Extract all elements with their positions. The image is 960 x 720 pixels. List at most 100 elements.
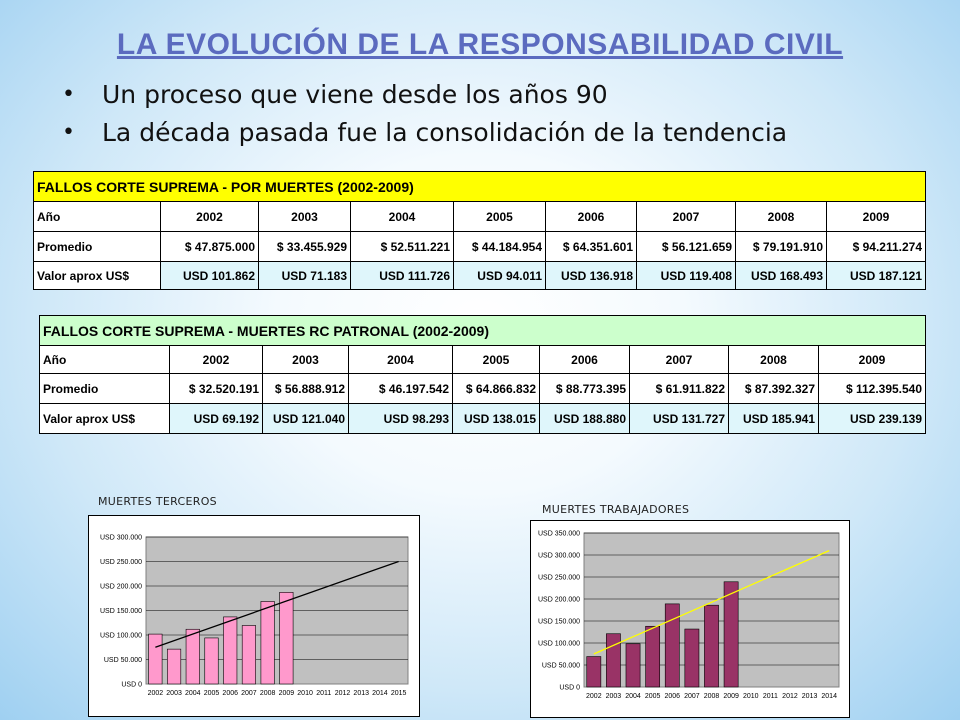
row-usd: Valor aprox US$ USD 69.192 USD 121.040 USD …	[39, 403, 927, 434]
x-tick-label: 2003	[166, 690, 182, 697]
table-cell: USD 187.121	[825, 261, 927, 290]
table-cell: 2005	[452, 345, 540, 374]
bar	[684, 628, 700, 688]
row-year: Año 2002 2003 2004 2005 2006 2007 2008 2009	[33, 201, 927, 232]
x-tick-label: 2005	[645, 693, 661, 700]
row-label: Año	[39, 345, 170, 374]
bar	[241, 625, 256, 685]
table-cell: $ 44.184.954	[453, 231, 546, 262]
y-tick-label: USD 250.000	[538, 575, 580, 582]
table-cell: 2008	[728, 345, 819, 374]
bar	[704, 604, 719, 688]
table-cell: USD 69.192	[169, 403, 263, 434]
table-cell: 2003	[262, 345, 349, 374]
table-cell: USD 185.941	[728, 403, 819, 434]
row-label: Valor aprox US$	[39, 403, 170, 434]
table-cell: 2003	[258, 201, 351, 232]
table-cell: USD 111.726	[350, 261, 454, 290]
table-cell: 2007	[636, 201, 736, 232]
x-tick-label: 2002	[586, 693, 602, 700]
trend-line	[155, 560, 399, 648]
table-cell: $ 64.866.832	[452, 373, 540, 404]
row-label: Promedio	[33, 231, 161, 262]
x-tick-label: 2004	[625, 693, 641, 700]
table-title: FALLOS CORTE SUPREMA - POR MUERTES (2002…	[32, 171, 927, 202]
x-tick-label: 2012	[782, 693, 798, 700]
trend-line	[593, 550, 830, 655]
bar	[167, 648, 182, 685]
bar	[723, 581, 739, 688]
table-cell: $ 88.773.395	[539, 373, 630, 404]
bar	[204, 637, 219, 685]
bullet-item-2: La década pasada fue la consolidación de…	[62, 114, 787, 152]
table-cell: $ 79.191.910	[735, 231, 827, 262]
y-tick-label: USD 300.000	[538, 553, 580, 560]
table-cell: $ 56.121.659	[636, 231, 736, 262]
table-fallos-por-muertes: FALLOS CORTE SUPREMA - POR MUERTES (2002…	[32, 171, 927, 290]
x-tick-label: 2010	[297, 690, 313, 697]
table-cell: 2009	[817, 345, 927, 374]
table-cell: USD 188.880	[539, 403, 630, 434]
table-cell: USD 121.040	[262, 403, 349, 434]
x-tick-label: 2009	[279, 690, 295, 697]
x-tick-label: 2003	[606, 693, 622, 700]
row-label: Año	[33, 201, 161, 232]
slide-title: LA EVOLUCIÓN DE LA RESPONSABILIDAD CIVIL	[116, 28, 844, 61]
y-tick-label: USD 150.000	[100, 608, 142, 615]
y-tick-label: USD 200.000	[100, 584, 142, 591]
table-cell: $ 32.520.191	[169, 373, 263, 404]
bullet-item-1: Un proceso que viene desde los años 90	[62, 76, 787, 114]
x-tick-label: 2006	[222, 690, 238, 697]
row-label: Valor aprox US$	[33, 261, 161, 290]
chart-muertes-terceros: USD 0 USD 50.000 USD 100.000 USD 150.000 USD…	[88, 515, 420, 717]
table-cell: $ 33.455.929	[258, 231, 351, 262]
x-tick-label: 2007	[241, 690, 257, 697]
x-tick-label: 2012	[335, 690, 351, 697]
table-cell: 2009	[825, 201, 927, 232]
bar	[148, 633, 163, 685]
table-cell: $ 52.511.221	[350, 231, 454, 262]
x-tick-label: 2011	[316, 690, 331, 697]
y-tick-label: USD 200.000	[538, 597, 580, 604]
table-cell: USD 136.918	[545, 261, 637, 290]
bar	[645, 625, 661, 688]
x-tick-label: 2014	[821, 693, 837, 700]
table-cell: 2002	[169, 345, 263, 374]
table-cell: $ 61.911.822	[629, 373, 729, 404]
bar	[606, 633, 621, 688]
y-tick-label: USD 50.000	[542, 663, 580, 670]
y-tick-label: USD 0	[559, 685, 580, 692]
row-promedio: Promedio $ 32.520.191 $ 56.888.912 $ 46.197…	[39, 373, 927, 404]
table-cell: $ 64.351.601	[545, 231, 637, 262]
bar	[260, 601, 275, 685]
x-tick-label: 2007	[684, 693, 700, 700]
y-tick-label: USD 100.000	[538, 641, 580, 648]
bar	[185, 628, 200, 685]
table-cell: USD 119.408	[636, 261, 736, 290]
row-usd: Valor aprox US$ USD 101.862 USD 71.183 USD …	[33, 261, 927, 290]
table-cell: USD 138.015	[452, 403, 540, 434]
y-tick-label: USD 50.000	[104, 657, 142, 664]
table-cell: 2004	[350, 201, 454, 232]
row-year: Año 2002 2003 2004 2005 2006 2007 2008 2009	[39, 345, 927, 374]
x-tick-label: 2013	[353, 690, 369, 697]
x-tick-label: 2010	[743, 693, 759, 700]
x-tick-label: 2002	[148, 690, 164, 697]
table-cell: $ 94.211.274	[825, 231, 927, 262]
x-tick-label: 2013	[802, 693, 818, 700]
table-cell: USD 131.727	[629, 403, 729, 434]
row-promedio: Promedio $ 47.875.000 $ 33.455.929 $ 52.511…	[33, 231, 927, 262]
bar	[625, 643, 641, 688]
table-cell: USD 98.293	[348, 403, 453, 434]
table-cell: USD 239.139	[817, 403, 927, 434]
table-cell: 2004	[348, 345, 453, 374]
x-tick-label: 2006	[664, 693, 680, 700]
bar	[586, 656, 602, 688]
bar	[664, 603, 680, 688]
table-cell: $ 112.395.540	[817, 373, 927, 404]
table-cell: 2006	[545, 201, 637, 232]
x-tick-label: 2008	[260, 690, 276, 697]
table-cell: $ 87.392.327	[728, 373, 819, 404]
y-tick-label: USD 100.000	[100, 633, 142, 640]
x-tick-label: 2011	[763, 693, 778, 700]
